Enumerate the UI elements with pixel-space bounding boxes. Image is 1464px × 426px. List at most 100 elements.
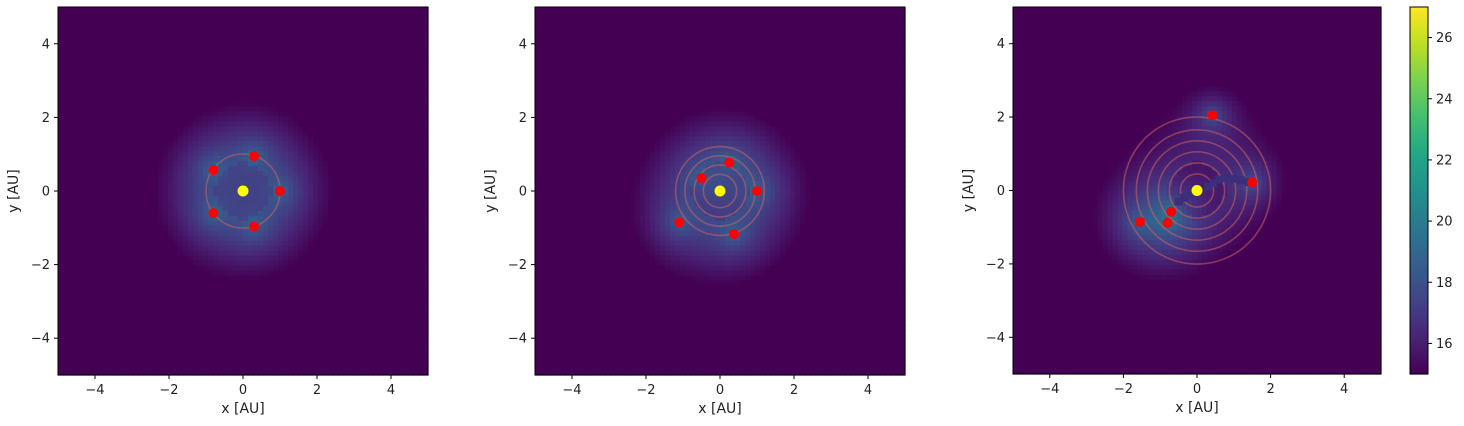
- heatmap-cell: [313, 250, 319, 257]
- heatmap-cell: [128, 91, 134, 98]
- heatmap-cell: [358, 56, 364, 63]
- heatmap-cell: [393, 21, 399, 28]
- heatmap-cell: [333, 295, 339, 301]
- heatmap-cell: [93, 285, 99, 292]
- heatmap-cell: [133, 86, 139, 93]
- heatmap-cell: [158, 181, 164, 187]
- heatmap-cell: [243, 215, 249, 222]
- heatmap-cell: [328, 86, 334, 93]
- heatmap-cell: [83, 86, 89, 93]
- heatmap-cell: [213, 31, 219, 38]
- heatmap-cell: [153, 76, 159, 83]
- heatmap-cell: [298, 270, 304, 277]
- heatmap-cell: [158, 310, 164, 316]
- heatmap-cell: [358, 21, 364, 28]
- heatmap-cell: [173, 235, 179, 242]
- heatmap-cell: [58, 315, 64, 321]
- heatmap-cell: [338, 205, 344, 212]
- heatmap-cell: [268, 210, 274, 217]
- heatmap-cell: [158, 96, 164, 103]
- heatmap-cell: [233, 285, 239, 292]
- heatmap-cell: [238, 141, 244, 147]
- heatmap-cell: [413, 26, 419, 33]
- heatmap-cell: [228, 340, 234, 346]
- heatmap-cell: [423, 11, 429, 18]
- heatmap-cell: [163, 255, 169, 262]
- heatmap-cell: [353, 280, 359, 287]
- heatmap-cell: [193, 131, 199, 137]
- heatmap-cell: [88, 181, 94, 187]
- heatmap-cell: [138, 41, 144, 48]
- heatmap-cell: [108, 195, 114, 202]
- heatmap-cell: [118, 191, 124, 197]
- heatmap-cell: [323, 300, 329, 306]
- heatmap-cell: [78, 51, 84, 58]
- heatmap-cell: [288, 230, 294, 237]
- heatmap-cell: [118, 96, 124, 103]
- heatmap-cell: [208, 91, 214, 98]
- heatmap-cell: [138, 36, 144, 43]
- heatmap-cell: [178, 66, 184, 73]
- heatmap-cell: [238, 220, 244, 227]
- heatmap-cell: [63, 76, 69, 83]
- heatmap-cell: [308, 41, 314, 48]
- heatmap-cell: [148, 46, 154, 53]
- heatmap-cell: [338, 225, 344, 232]
- heatmap-cell: [198, 205, 204, 212]
- heatmap-cell: [318, 225, 324, 232]
- heatmap-cell: [338, 51, 344, 58]
- heatmap-cell: [323, 86, 329, 93]
- heatmap-cell: [368, 285, 374, 292]
- heatmap-cell: [198, 320, 204, 326]
- heatmap-cell: [68, 305, 74, 311]
- heatmap-cell: [218, 305, 224, 311]
- heatmap-cell: [418, 141, 424, 147]
- heatmap-cell: [418, 56, 424, 63]
- heatmap-cell: [278, 245, 284, 252]
- heatmap-cell: [78, 91, 84, 98]
- heatmap-cell: [188, 136, 194, 142]
- heatmap-cell: [203, 200, 209, 207]
- heatmap-cell: [163, 71, 169, 78]
- heatmap-cell: [343, 136, 349, 142]
- heatmap-cell: [173, 220, 179, 227]
- heatmap-cell: [123, 240, 129, 247]
- heatmap-cell: [243, 7, 249, 13]
- heatmap-cell: [93, 7, 99, 13]
- heatmap-cell: [78, 161, 84, 167]
- heatmap-cell: [238, 21, 244, 28]
- heatmap-cell: [378, 106, 384, 113]
- heatmap-cell: [348, 235, 354, 242]
- heatmap-cell: [203, 41, 209, 48]
- heatmap-cell: [138, 265, 144, 272]
- heatmap-cell: [63, 41, 69, 48]
- heatmap-cell: [253, 245, 259, 252]
- heatmap-cell: [388, 46, 394, 53]
- heatmap-cell: [273, 146, 279, 152]
- heatmap-cell: [183, 96, 189, 103]
- heatmap-cell: [368, 51, 374, 58]
- heatmap-cell: [163, 21, 169, 28]
- heatmap-cell: [303, 11, 309, 18]
- heatmap-cell: [313, 295, 319, 301]
- heatmap-cell: [93, 166, 99, 172]
- heatmap-cell: [323, 205, 329, 212]
- heatmap-cell: [68, 161, 74, 167]
- heatmap-cell: [108, 126, 114, 132]
- heatmap-cell: [163, 310, 169, 316]
- heatmap-cell: [368, 265, 374, 272]
- heatmap-cell: [63, 245, 69, 252]
- heatmap-cell: [83, 126, 89, 132]
- heatmap-cell: [218, 31, 224, 38]
- heatmap-cell: [163, 195, 169, 202]
- heatmap-cell: [293, 16, 299, 23]
- heatmap-cell: [73, 255, 79, 262]
- heatmap-cell: [368, 76, 374, 83]
- heatmap-cell: [58, 131, 64, 137]
- heatmap-cell: [173, 141, 179, 147]
- heatmap-cell: [128, 81, 134, 88]
- heatmap-cell: [333, 146, 339, 152]
- heatmap-cell: [408, 310, 414, 316]
- heatmap-cell: [228, 131, 234, 137]
- heatmap-cell: [263, 41, 269, 48]
